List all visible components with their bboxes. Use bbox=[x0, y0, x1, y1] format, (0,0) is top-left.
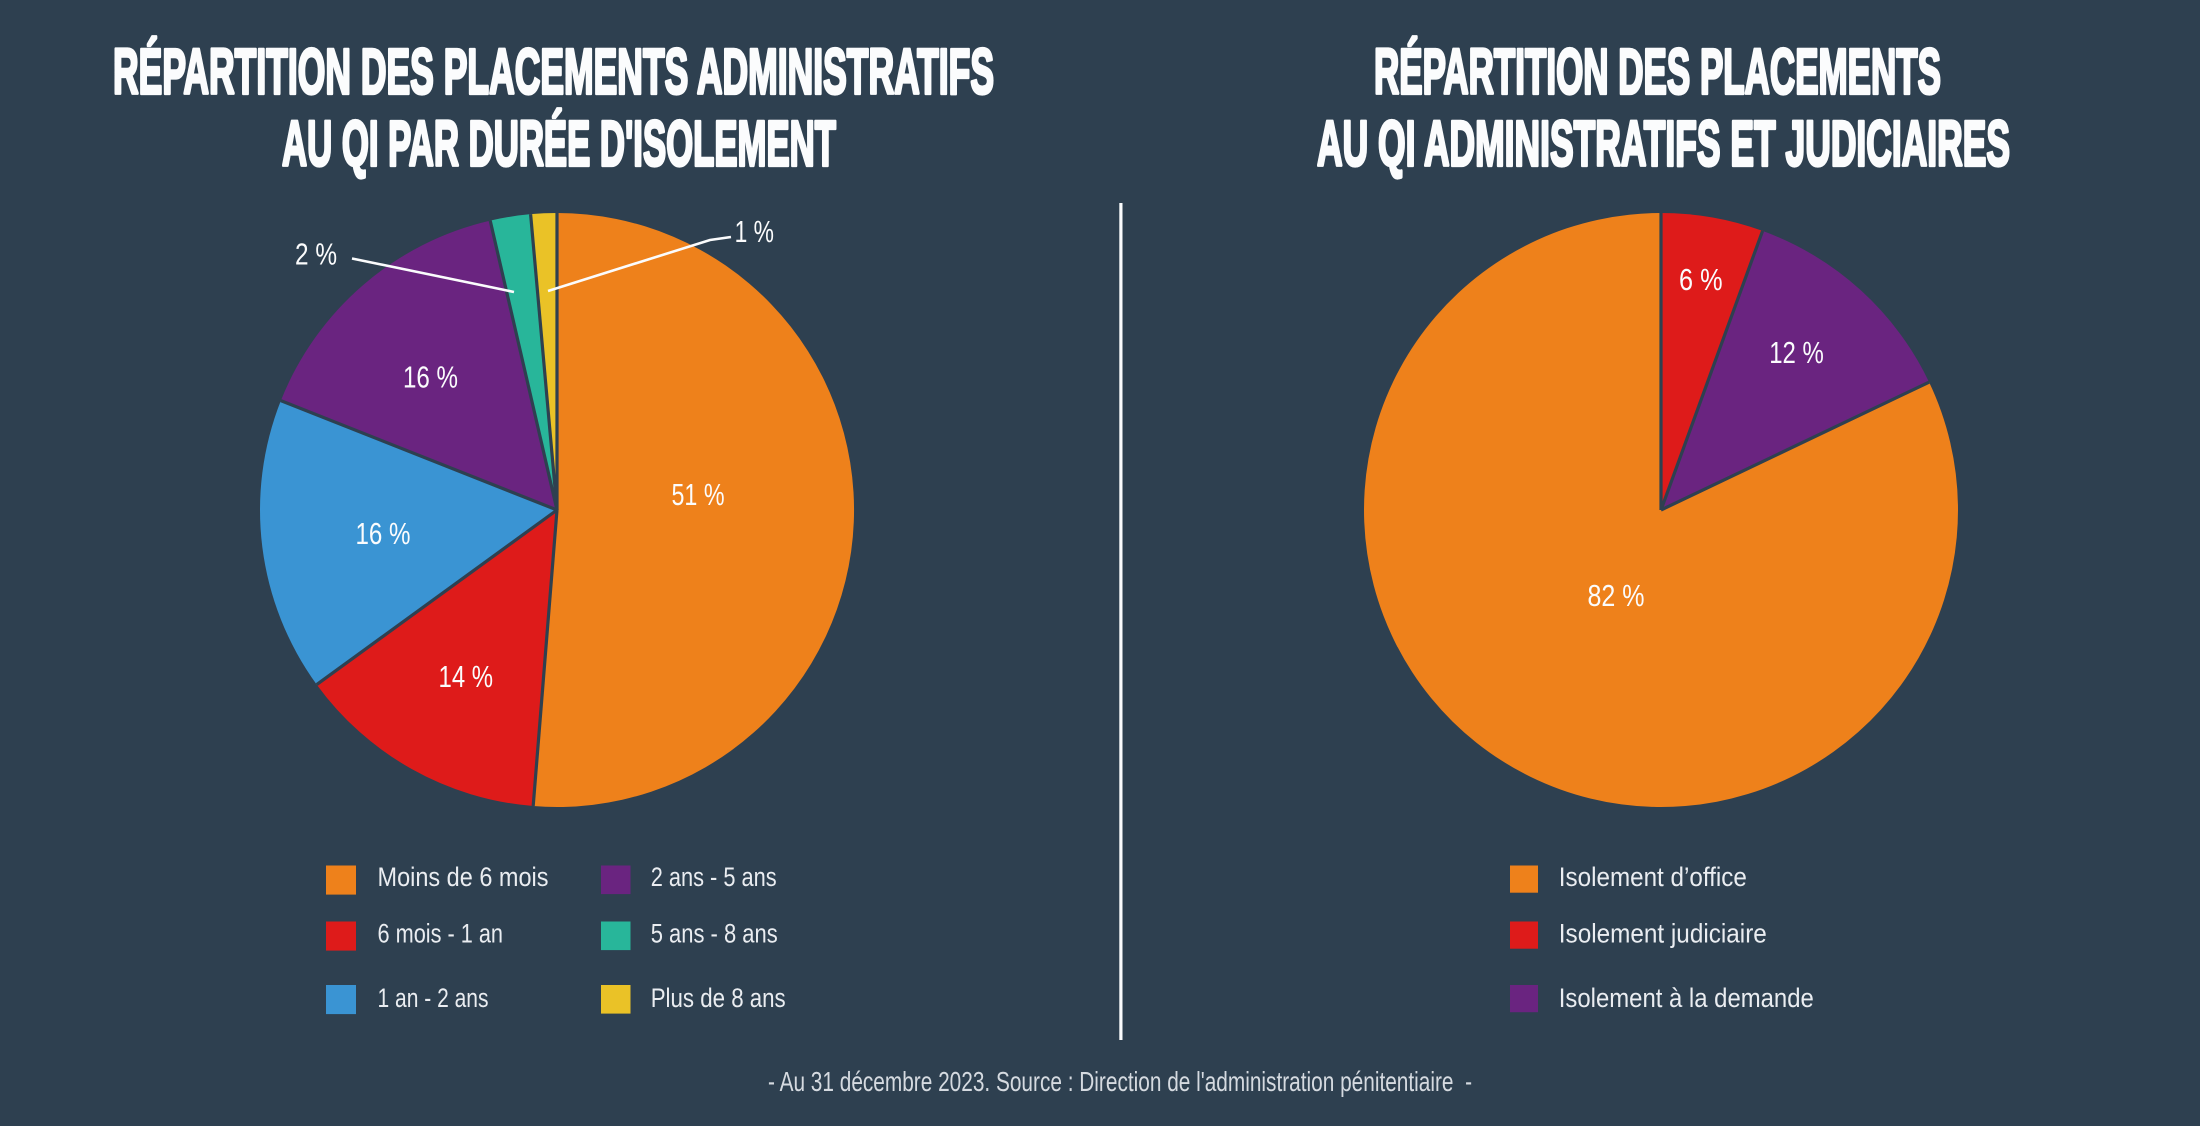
svg-text:16 %: 16 % bbox=[356, 516, 411, 551]
svg-text:Isolement judiciaire: Isolement judiciaire bbox=[1559, 919, 1767, 949]
svg-text:Isolement d’office: Isolement d’office bbox=[1559, 862, 1747, 892]
svg-text:14 %: 14 % bbox=[439, 659, 494, 694]
svg-text:Moins de 6 mois: Moins de 6 mois bbox=[378, 862, 549, 892]
svg-text:6 mois - 1 an: 6 mois - 1 an bbox=[378, 919, 504, 949]
svg-text:RÉPARTITION DES PLACEMENTS: RÉPARTITION DES PLACEMENTS bbox=[1374, 36, 1941, 108]
svg-text:Isolement à la demande: Isolement à la demande bbox=[1559, 983, 1814, 1013]
svg-text:6 %: 6 % bbox=[1679, 262, 1723, 297]
svg-text:1 an - 2 ans: 1 an - 2 ans bbox=[378, 983, 489, 1013]
svg-text:82 %: 82 % bbox=[1588, 578, 1645, 613]
svg-text:1 %: 1 % bbox=[735, 214, 774, 249]
svg-text:- Au 31 décembre 2023. Source: - Au 31 décembre 2023. Source : Directio… bbox=[768, 1066, 1472, 1097]
svg-text:2 %: 2 % bbox=[295, 236, 337, 271]
svg-text:5 ans - 8 ans: 5 ans - 8 ans bbox=[651, 919, 778, 949]
svg-text:2 ans - 5 ans: 2 ans - 5 ans bbox=[651, 862, 777, 892]
svg-text:RÉPARTITION DES PLACEMENTS ADM: RÉPARTITION DES PLACEMENTS ADMINISTRATIF… bbox=[113, 36, 994, 108]
svg-text:AU QI ADMINISTRATIFS ET JUDICI: AU QI ADMINISTRATIFS ET JUDICIAIRES bbox=[1317, 108, 2010, 180]
svg-text:12 %: 12 % bbox=[1769, 335, 1824, 370]
svg-text:AU QI PAR DURÉE D'ISOLEMENT: AU QI PAR DURÉE D'ISOLEMENT bbox=[282, 108, 836, 180]
svg-text:51 %: 51 % bbox=[672, 477, 725, 512]
svg-text:16 %: 16 % bbox=[403, 360, 458, 395]
svg-text:Plus de 8 ans: Plus de 8 ans bbox=[651, 983, 786, 1013]
